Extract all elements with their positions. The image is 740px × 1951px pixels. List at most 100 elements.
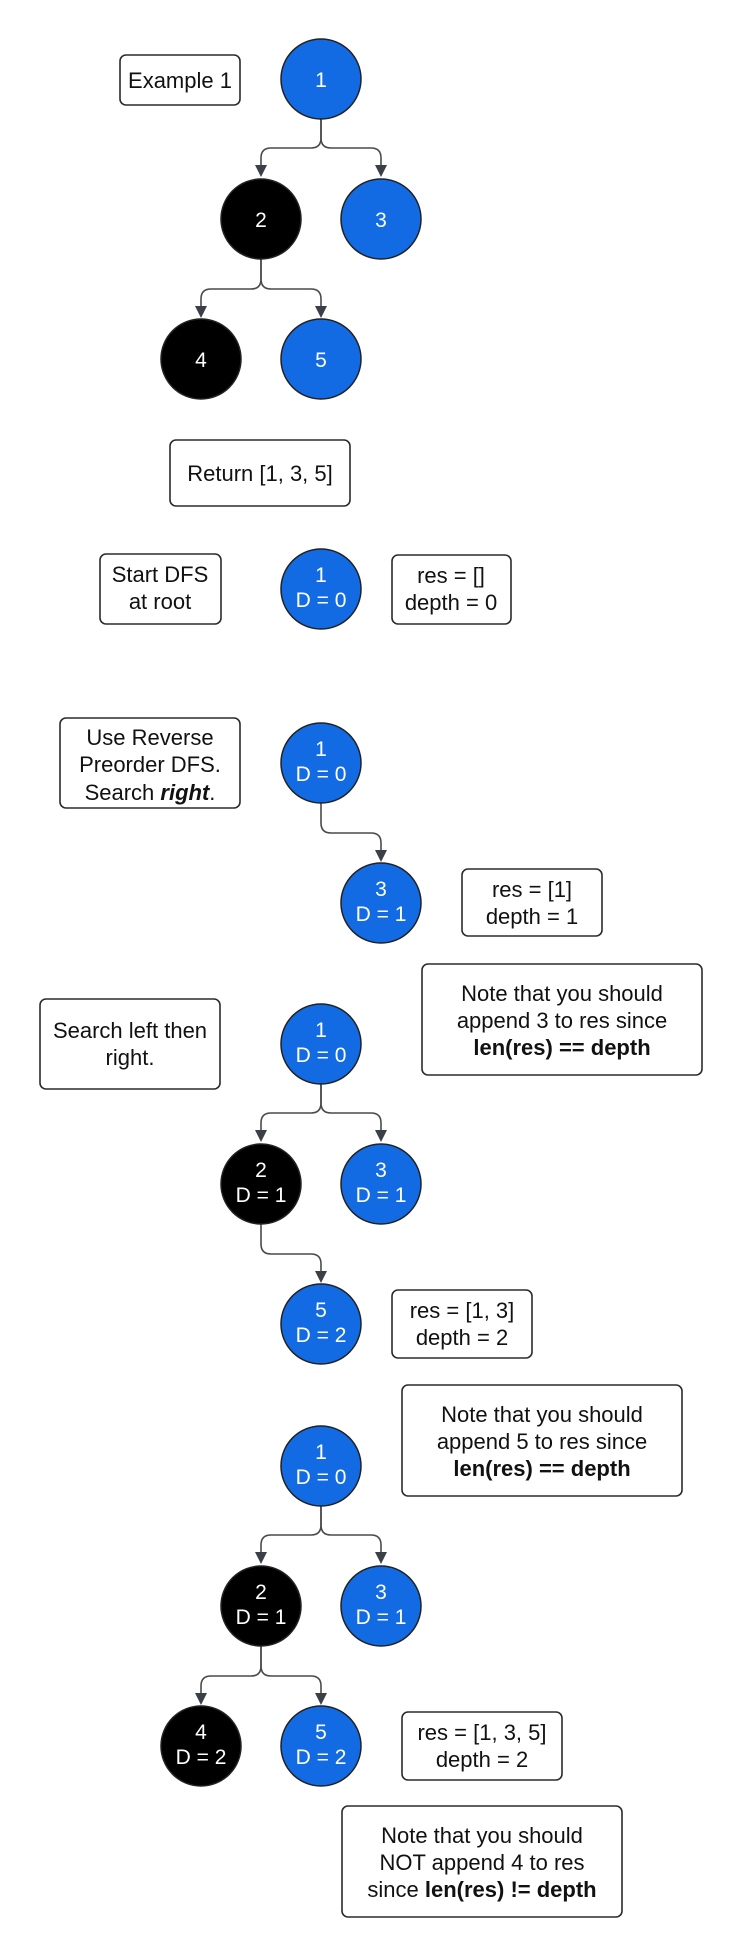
tree-node-1	[280, 548, 362, 630]
tree-node-2	[220, 1565, 302, 1647]
node-value: 5	[315, 349, 327, 372]
example-label-box	[119, 54, 241, 106]
step-label: Preorder DFS.	[79, 752, 221, 777]
arrowhead	[315, 1693, 327, 1705]
arrowhead	[255, 165, 267, 177]
step-label-box	[99, 553, 222, 625]
step-label: Search left then	[53, 1018, 207, 1043]
node-value: 2	[255, 209, 267, 232]
step-label: at root	[129, 589, 191, 614]
state-box	[391, 554, 512, 625]
edge-2-4	[200, 259, 262, 306]
edge-2-5	[260, 259, 322, 306]
node-depth: D = 1	[236, 1606, 287, 1629]
state-box	[401, 1711, 563, 1781]
arrowhead	[375, 1130, 387, 1142]
node-value: 3	[375, 878, 387, 901]
tree-node-1	[280, 38, 362, 120]
node-depth: D = 0	[296, 1044, 347, 1067]
return-label: Return [1, 3, 5]	[187, 461, 333, 486]
step-label-box	[39, 998, 221, 1090]
node-depth: D = 0	[296, 1466, 347, 1489]
depth-value: depth = 2	[436, 1747, 528, 1772]
node-value: 2	[255, 1581, 267, 1604]
note-text: append 5 to res since	[437, 1429, 647, 1454]
edge-2-5	[260, 1224, 322, 1271]
tree-node-1	[280, 722, 362, 804]
node-value: 5	[315, 1299, 327, 1322]
tree-node-4	[160, 318, 242, 400]
state-box	[461, 868, 603, 937]
tree-node-3	[340, 178, 422, 260]
res-value: res = [1]	[492, 877, 572, 902]
note-text: NOT append 4 to res	[379, 1850, 584, 1875]
node-value: 4	[195, 1721, 207, 1744]
note-text: append 3 to res since	[457, 1008, 667, 1033]
node-value: 1	[315, 564, 327, 587]
tree-node-1	[280, 1003, 362, 1085]
step-search-left-then-right: Search left then right. 1 D = 0 2 D = 1 …	[39, 998, 683, 1497]
edge-1-3	[320, 803, 382, 850]
note-text: since len(res) != depth	[367, 1877, 596, 1902]
edge-2-5	[260, 1646, 322, 1693]
edge-1-2	[260, 1084, 322, 1130]
res-value: res = [1, 3, 5]	[417, 1720, 546, 1745]
node-depth: D = 1	[356, 1184, 407, 1207]
tree-node-5	[280, 318, 362, 400]
depth-value: depth = 0	[405, 590, 497, 615]
node-depth: D = 1	[356, 1606, 407, 1629]
node-value: 1	[315, 1019, 327, 1042]
arrowhead	[195, 306, 207, 318]
node-depth: D = 1	[356, 903, 407, 926]
tree-node-5	[280, 1283, 362, 1365]
step-final-traversal: 1 D = 0 2 D = 1 3 D = 1 4 D = 2 5 D = 2 …	[160, 1425, 623, 1918]
edge-1-2	[260, 119, 322, 165]
node-depth: D = 0	[296, 763, 347, 786]
note-text: Note that you should	[461, 981, 663, 1006]
depth-value: depth = 1	[486, 904, 578, 929]
note-box	[421, 963, 703, 1076]
edge-1-3	[320, 1084, 382, 1130]
node-value: 3	[375, 1159, 387, 1182]
node-value: 1	[315, 738, 327, 761]
state-box	[391, 1289, 533, 1359]
step-search-right: Use Reverse Preorder DFS. Search right. …	[59, 717, 703, 1076]
example-label: Example 1	[128, 68, 232, 93]
node-value: 5	[315, 1721, 327, 1744]
tree-node-3	[340, 1143, 422, 1225]
step-start-dfs: Start DFS at root 1 D = 0 res = [] depth…	[99, 548, 512, 630]
tree-node-2	[220, 1143, 302, 1225]
node-value: 2	[255, 1159, 267, 1182]
arrowhead	[255, 1552, 267, 1564]
tree-node-4	[160, 1705, 242, 1787]
arrowhead	[375, 1552, 387, 1564]
edge-1-3	[320, 1506, 382, 1552]
return-box	[169, 439, 351, 507]
node-value: 1	[315, 1441, 327, 1464]
arrowhead	[255, 1130, 267, 1142]
note-box	[341, 1805, 623, 1918]
example-tree: Example 1 1 2 3 4 5 Return [1, 3, 5]	[119, 38, 422, 507]
note-text: Note that you should	[441, 1402, 643, 1427]
tree-node-2	[220, 178, 302, 260]
arrowhead	[375, 165, 387, 177]
note-box	[401, 1384, 683, 1497]
arrowhead	[315, 306, 327, 318]
tree-node-3	[340, 862, 422, 944]
note-text: len(res) == depth	[453, 1456, 630, 1481]
node-depth: D = 2	[176, 1746, 227, 1769]
step-label: Start DFS	[112, 562, 209, 587]
edge-1-3	[320, 119, 382, 165]
node-depth: D = 0	[296, 589, 347, 612]
tree-node-5	[280, 1705, 362, 1787]
arrowhead	[315, 1271, 327, 1283]
node-depth: D = 1	[236, 1184, 287, 1207]
step-label: Use Reverse	[86, 725, 213, 750]
edge-2-4	[200, 1646, 262, 1693]
node-value: 3	[375, 209, 387, 232]
depth-value: depth = 2	[416, 1325, 508, 1350]
note-text: Note that you should	[381, 1823, 583, 1848]
node-value: 1	[315, 69, 327, 92]
node-depth: D = 2	[296, 1324, 347, 1347]
